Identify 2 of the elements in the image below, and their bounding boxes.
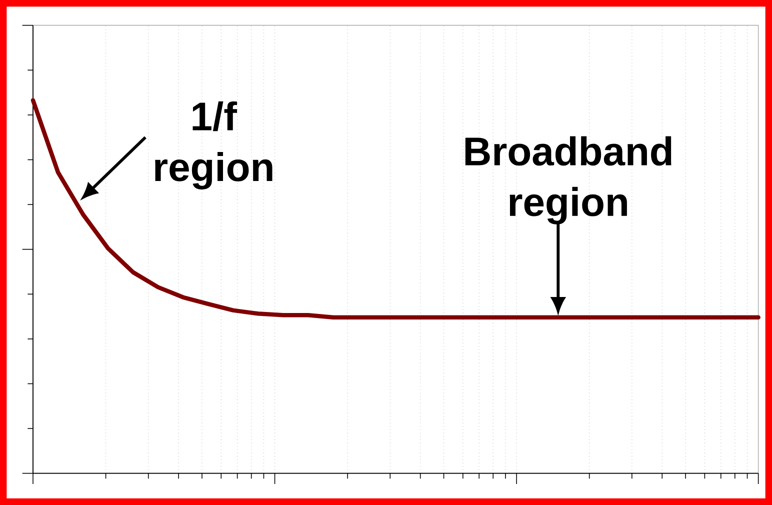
annotation: Broadband region [465,136,672,224]
annotation: 1/f region [155,101,272,190]
